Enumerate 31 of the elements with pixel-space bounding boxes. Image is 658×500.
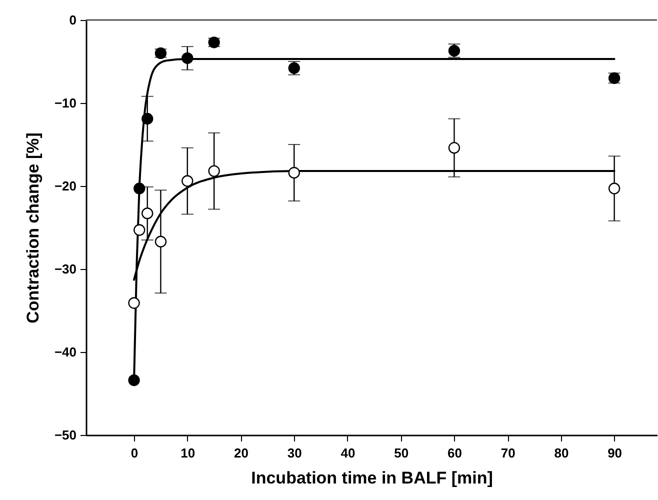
point [134, 224, 146, 236]
point [142, 112, 154, 125]
y-tick-label: −30 [54, 262, 76, 276]
y-tick-label: 0 [69, 12, 76, 28]
y-tick-label: −40 [54, 344, 76, 360]
x-axis-title: Incubation time in BALF [min] [251, 468, 493, 488]
y-axis-title: Contraction change [%] [23, 132, 42, 324]
y-tick-label: −50 [54, 428, 76, 442]
point [142, 208, 154, 220]
y-tick-label: −10 [54, 96, 76, 110]
x-tick-label: 50 [394, 446, 409, 460]
x-tick-label: 80 [554, 446, 569, 460]
point [182, 175, 194, 187]
point [448, 142, 460, 154]
point [128, 297, 140, 309]
y-tick-label: −20 [54, 178, 76, 194]
point [608, 182, 620, 194]
point [182, 52, 194, 64]
point [154, 236, 167, 248]
x-tick-label: 40 [340, 446, 356, 460]
x-tick-label: 70 [500, 446, 516, 460]
point [288, 166, 300, 179]
x-tick-label: 10 [180, 446, 196, 460]
x-tick-label: 60 [447, 446, 462, 460]
point [208, 165, 220, 177]
x-tick-label: 0 [130, 446, 138, 460]
point [128, 374, 140, 386]
x-tick-label: 20 [234, 446, 248, 460]
x-tick-label: 30 [287, 446, 302, 460]
x-tick-label: 90 [608, 446, 622, 460]
point [134, 182, 146, 194]
